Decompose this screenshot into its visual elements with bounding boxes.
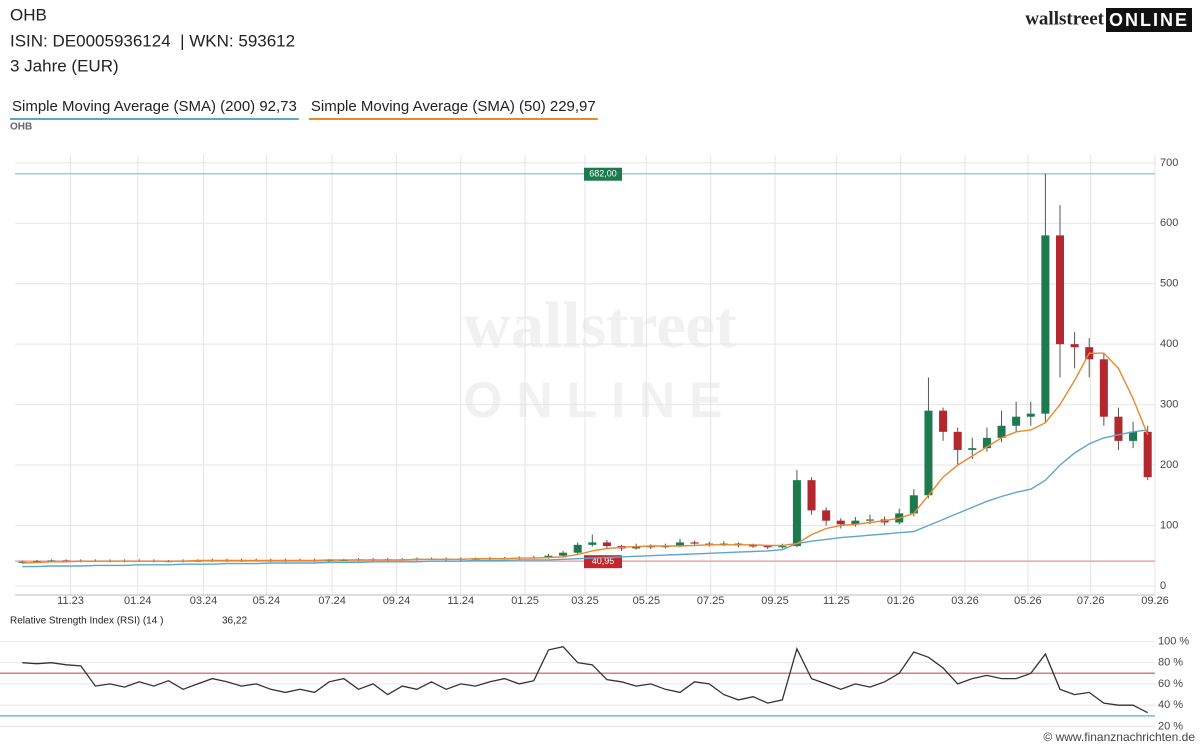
x-tick-label: 11.24 bbox=[447, 595, 474, 607]
candle-body bbox=[602, 542, 611, 547]
annotation-box bbox=[584, 167, 622, 181]
candle-body bbox=[982, 437, 991, 449]
y-tick-label: 0 bbox=[1160, 580, 1166, 592]
annotation-label: 40,95 bbox=[592, 556, 615, 566]
legend-label: Simple Moving Average (SMA) (200) 92,73 bbox=[12, 98, 297, 115]
chart-subtitle: OHB bbox=[10, 122, 32, 133]
x-tick-label: 03.25 bbox=[571, 595, 599, 607]
candle-body bbox=[1070, 344, 1079, 348]
candle-body bbox=[924, 410, 933, 496]
candle-body bbox=[851, 520, 860, 525]
x-tick-label: 07.25 bbox=[697, 595, 725, 607]
watermark: wallstreet bbox=[463, 289, 737, 362]
y-tick-label: 600 bbox=[1160, 217, 1178, 229]
candle-body bbox=[690, 542, 699, 544]
candle-body bbox=[544, 555, 553, 558]
candle-body bbox=[865, 519, 875, 521]
candle-body bbox=[1012, 416, 1021, 426]
candle-body bbox=[62, 560, 71, 562]
x-tick-label: 09.26 bbox=[1141, 595, 1169, 607]
sma-line bbox=[22, 429, 1148, 568]
y-tick-label: 20 % bbox=[1158, 720, 1183, 732]
candle-body bbox=[1026, 413, 1035, 417]
x-tick-label: 01.24 bbox=[124, 595, 152, 607]
x-tick-label: 07.26 bbox=[1077, 595, 1105, 607]
sma-line bbox=[22, 352, 1149, 564]
y-tick-label: 60 % bbox=[1158, 678, 1183, 690]
candle-body bbox=[939, 410, 948, 432]
y-tick-label: 80 % bbox=[1158, 657, 1183, 669]
x-tick-label: 09.25 bbox=[761, 595, 789, 607]
candle-body bbox=[1114, 416, 1123, 441]
candle-body bbox=[1143, 431, 1152, 478]
stock-name: OHB bbox=[10, 5, 47, 24]
candle-body bbox=[792, 480, 801, 547]
x-tick-label: 09.24 bbox=[383, 595, 411, 607]
candle-body bbox=[953, 431, 962, 450]
candle-body bbox=[968, 448, 977, 450]
footer: © www.finanznachrichten.de bbox=[1043, 730, 1195, 744]
y-tick-label: 700 bbox=[1160, 157, 1178, 169]
candle-body bbox=[1055, 235, 1065, 345]
y-tick-label: 500 bbox=[1160, 278, 1178, 290]
candle-body bbox=[559, 552, 568, 556]
x-tick-label: 01.26 bbox=[887, 595, 915, 607]
candle-body bbox=[47, 560, 56, 562]
rsi-line bbox=[22, 645, 1148, 714]
candle-body bbox=[822, 510, 831, 521]
candle-body bbox=[807, 480, 816, 511]
candle-body bbox=[588, 542, 597, 545]
candle-body bbox=[675, 542, 685, 547]
x-tick-label: 05.26 bbox=[1014, 595, 1042, 607]
logo-text: ONLINE bbox=[1109, 10, 1189, 30]
logo-box bbox=[1106, 8, 1192, 32]
annotation-label: 682,00 bbox=[589, 169, 617, 179]
candle-body bbox=[749, 545, 758, 547]
y-tick-label: 200 bbox=[1160, 459, 1178, 471]
rsi-title: Relative Strength Index (RSI) (14 ) bbox=[10, 616, 163, 627]
period: 3 Jahre (EUR) bbox=[10, 56, 119, 75]
y-tick-label: 40 % bbox=[1158, 699, 1183, 711]
candle-body bbox=[836, 520, 845, 525]
y-tick-label: 100 bbox=[1160, 519, 1178, 531]
rsi-value: 36,22 bbox=[222, 616, 247, 627]
logo-text: wallstreet bbox=[1025, 8, 1104, 29]
candle-body bbox=[573, 544, 582, 553]
stock-ids: ISIN: DE0005936124 | WKN: 593612 bbox=[10, 31, 295, 50]
x-tick-label: 01.25 bbox=[511, 595, 539, 607]
x-tick-label: 11.25 bbox=[823, 595, 850, 607]
candle-body bbox=[763, 546, 772, 548]
y-tick-label: 100 % bbox=[1158, 635, 1189, 647]
candle-body bbox=[778, 546, 787, 548]
candle-body bbox=[32, 561, 41, 563]
watermark: ONLINE bbox=[464, 372, 737, 428]
candle-body bbox=[909, 495, 918, 514]
x-tick-label: 03.26 bbox=[951, 595, 979, 607]
candle-body bbox=[18, 561, 27, 563]
x-tick-label: 11.23 bbox=[57, 595, 84, 607]
x-tick-label: 05.24 bbox=[253, 595, 281, 607]
candle-body bbox=[1041, 235, 1050, 414]
y-tick-label: 300 bbox=[1160, 399, 1178, 411]
candle-body bbox=[997, 425, 1006, 438]
x-tick-label: 03.24 bbox=[190, 595, 218, 607]
y-tick-label: 400 bbox=[1160, 338, 1178, 350]
candle-body bbox=[1129, 431, 1138, 441]
legend-label: Simple Moving Average (SMA) (50) 229,97 bbox=[311, 98, 596, 115]
candle-body bbox=[1099, 359, 1108, 417]
x-tick-label: 07.24 bbox=[318, 595, 346, 607]
x-tick-label: 05.25 bbox=[633, 595, 661, 607]
